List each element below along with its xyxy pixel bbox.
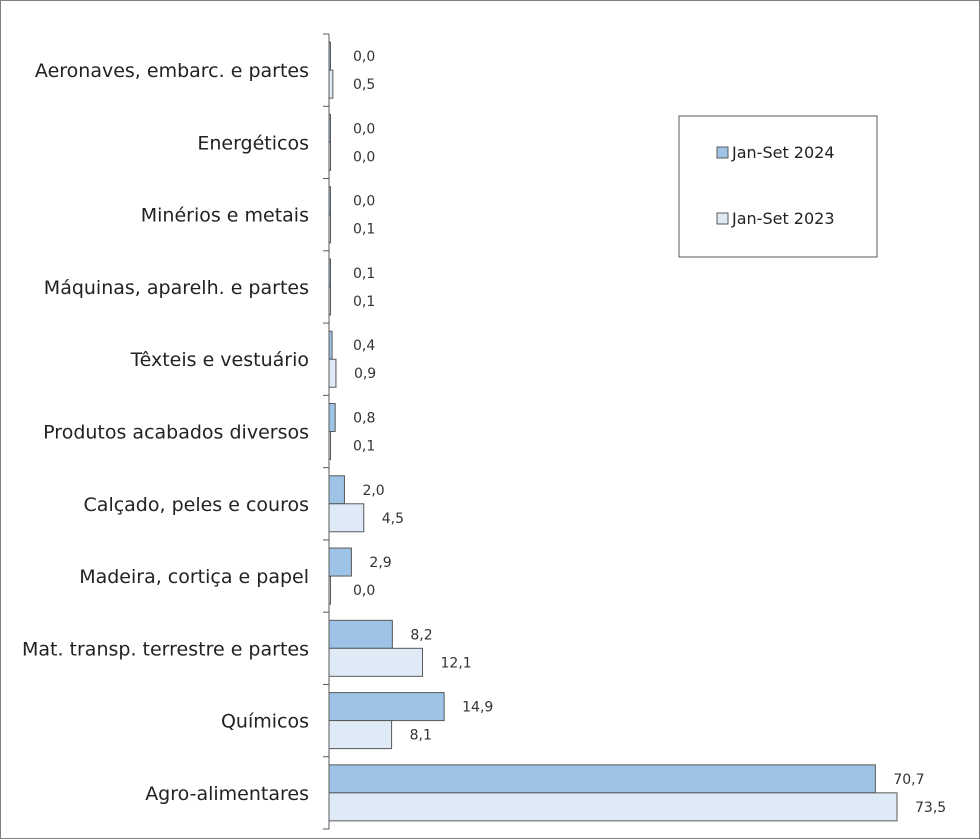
bar-2024-quimicos xyxy=(328,692,445,722)
value-label-2024-agro-alimentares: 70,7 xyxy=(893,772,924,788)
category-label-minerios-e-metais: Minérios e metais xyxy=(141,205,309,227)
value-label-2024-mat-transp-terrestre-e-partes: 8,2 xyxy=(410,627,432,643)
bar-2023-quimicos xyxy=(328,720,393,750)
value-label-2023-produtos-acabados-diversos: 0,1 xyxy=(353,439,375,455)
bar-2024-calcado-peles-e-couros xyxy=(328,475,345,505)
category-label-quimicos: Químicos xyxy=(221,711,309,733)
value-label-2023-aeronaves-embarc-e-partes: 0,5 xyxy=(353,77,375,93)
bar-2024-mat-transp-terrestre-e-partes xyxy=(328,619,393,649)
value-label-2023-energeticos: 0,0 xyxy=(353,149,375,165)
bar-2023-mat-transp-terrestre-e-partes xyxy=(328,647,424,677)
legend-box xyxy=(678,115,878,258)
value-label-2023-quimicos: 8,1 xyxy=(410,728,432,744)
category-label-produtos-acabados-diversos: Produtos acabados diversos xyxy=(43,422,309,444)
legend-label-jan-set-2024: Jan-Set 2024 xyxy=(731,143,835,162)
value-label-2024-calcado-peles-e-couros: 2,0 xyxy=(362,483,384,499)
value-label-2024-aeronaves-embarc-e-partes: 0,0 xyxy=(353,49,375,65)
category-label-madeira-cortica-e-papel: Madeira, cortiça e papel xyxy=(79,566,309,588)
category-label-mat-transp-terrestre-e-partes: Mat. transp. terrestre e partes xyxy=(22,638,309,660)
legend: Jan-Set 2024 Jan-Set 2023 xyxy=(678,115,878,258)
value-label-2023-calcado-peles-e-couros: 4,5 xyxy=(382,511,404,527)
legend-swatch-jan-set-2024 xyxy=(716,146,729,159)
value-label-2024-energeticos: 0,0 xyxy=(353,121,375,137)
value-label-2024-produtos-acabados-diversos: 0,8 xyxy=(353,411,375,427)
value-label-2024-maquinas-aparelh-e-partes: 0,1 xyxy=(353,266,375,282)
bar-2023-aeronaves-embarc-e-partes xyxy=(328,69,334,99)
value-label-2024-minerios-e-metais: 0,0 xyxy=(353,194,375,210)
bar-2024-produtos-acabados-diversos xyxy=(328,403,336,432)
value-label-2023-maquinas-aparelh-e-partes: 0,1 xyxy=(353,294,375,310)
value-label-2023-madeira-cortica-e-papel: 0,0 xyxy=(353,583,375,599)
value-label-2023-texteis-e-vestuario: 0,9 xyxy=(354,366,376,382)
category-label-energeticos: Energéticos xyxy=(197,132,309,154)
bar-2024-agro-alimentares xyxy=(328,764,876,794)
category-label-aeronaves-embarc-e-partes: Aeronaves, embarc. e partes xyxy=(35,60,309,82)
legend-label-jan-set-2023: Jan-Set 2023 xyxy=(731,209,835,228)
value-label-2024-madeira-cortica-e-papel: 2,9 xyxy=(369,555,391,571)
category-label-agro-alimentares: Agro-alimentares xyxy=(145,783,309,805)
bar-2024-madeira-cortica-e-papel xyxy=(328,547,352,577)
category-label-texteis-e-vestuario: Têxteis e vestuário xyxy=(130,349,309,371)
bar-2023-calcado-peles-e-couros xyxy=(328,503,365,533)
category-label-maquinas-aparelh-e-partes: Máquinas, aparelh. e partes xyxy=(44,277,309,299)
value-label-2024-texteis-e-vestuario: 0,4 xyxy=(353,338,375,354)
value-label-2023-agro-alimentares: 73,5 xyxy=(915,800,946,816)
value-label-2023-minerios-e-metais: 0,1 xyxy=(353,222,375,238)
value-label-2024-quimicos: 14,9 xyxy=(462,700,493,716)
bar-2023-agro-alimentares xyxy=(328,792,898,822)
bar-2023-texteis-e-vestuario xyxy=(328,358,337,388)
value-label-2023-mat-transp-terrestre-e-partes: 12,1 xyxy=(441,655,472,671)
category-label-calcado-peles-e-couros: Calçado, peles e couros xyxy=(84,494,309,516)
legend-swatch-jan-set-2023 xyxy=(716,212,729,225)
